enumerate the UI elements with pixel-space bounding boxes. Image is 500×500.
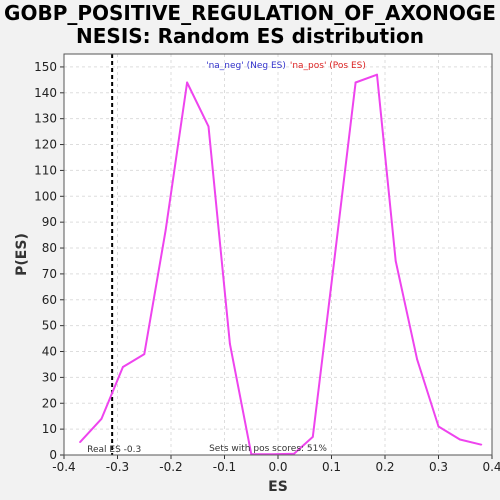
y-axis-label: P(ES) xyxy=(14,233,30,276)
real-es-label: Real ES -0.3 xyxy=(87,445,141,455)
y-tick-label: 60 xyxy=(42,293,57,307)
y-tick-label: 40 xyxy=(42,345,57,359)
pos-scores-note: Sets with pos scores: 51% xyxy=(209,444,327,454)
series-point xyxy=(480,444,482,446)
x-tick-label: -0.1 xyxy=(213,460,236,474)
legend-neg-entry: 'na_neg' (Neg ES) xyxy=(206,61,286,71)
legend-pos-entry: 'na_pos' (Pos ES) xyxy=(290,61,366,71)
series-point xyxy=(333,260,335,262)
x-tick-label: -0.2 xyxy=(159,460,182,474)
y-tick-label: 100 xyxy=(34,189,57,203)
series-point xyxy=(186,82,188,84)
x-tick-label: 0.2 xyxy=(375,460,394,474)
y-tick-label: 110 xyxy=(34,163,57,177)
series-point xyxy=(438,426,440,428)
y-tick-label: 50 xyxy=(42,319,57,333)
x-tick-label: -0.4 xyxy=(52,460,75,474)
x-tick-label: -0.3 xyxy=(106,460,129,474)
series-point xyxy=(395,260,397,262)
x-tick-label: 0.3 xyxy=(429,460,448,474)
series-point xyxy=(312,436,314,438)
y-tick-label: 20 xyxy=(42,396,57,410)
y-tick-label: 80 xyxy=(42,241,57,255)
series-point xyxy=(208,126,210,128)
y-tick-label: 150 xyxy=(34,60,57,74)
y-tick-label: 10 xyxy=(42,422,57,436)
y-tick-label: 140 xyxy=(34,86,57,100)
x-tick-label: 0.4 xyxy=(482,460,500,474)
y-tick-label: 30 xyxy=(42,370,57,384)
series-point xyxy=(416,358,418,360)
series-point xyxy=(79,441,81,443)
series-point xyxy=(101,418,103,420)
series-point xyxy=(376,74,378,76)
y-tick-label: 130 xyxy=(34,112,57,126)
x-axis-ticks: -0.4 -0.3 -0.2 -0.1 0.0 0.1 0.2 0.3 0.4 xyxy=(52,455,500,474)
y-tick-label: 120 xyxy=(34,138,57,152)
x-tick-label: 0.1 xyxy=(322,460,341,474)
series-point xyxy=(459,439,461,441)
y-tick-label: 90 xyxy=(42,215,57,229)
y-tick-label: 70 xyxy=(42,267,57,281)
series-point xyxy=(143,353,145,355)
x-axis-label: ES xyxy=(268,479,288,495)
x-tick-label: 0.0 xyxy=(268,460,287,474)
series-point xyxy=(165,229,167,231)
series-point xyxy=(229,343,231,345)
series-point xyxy=(122,366,124,368)
series-point xyxy=(355,82,357,84)
